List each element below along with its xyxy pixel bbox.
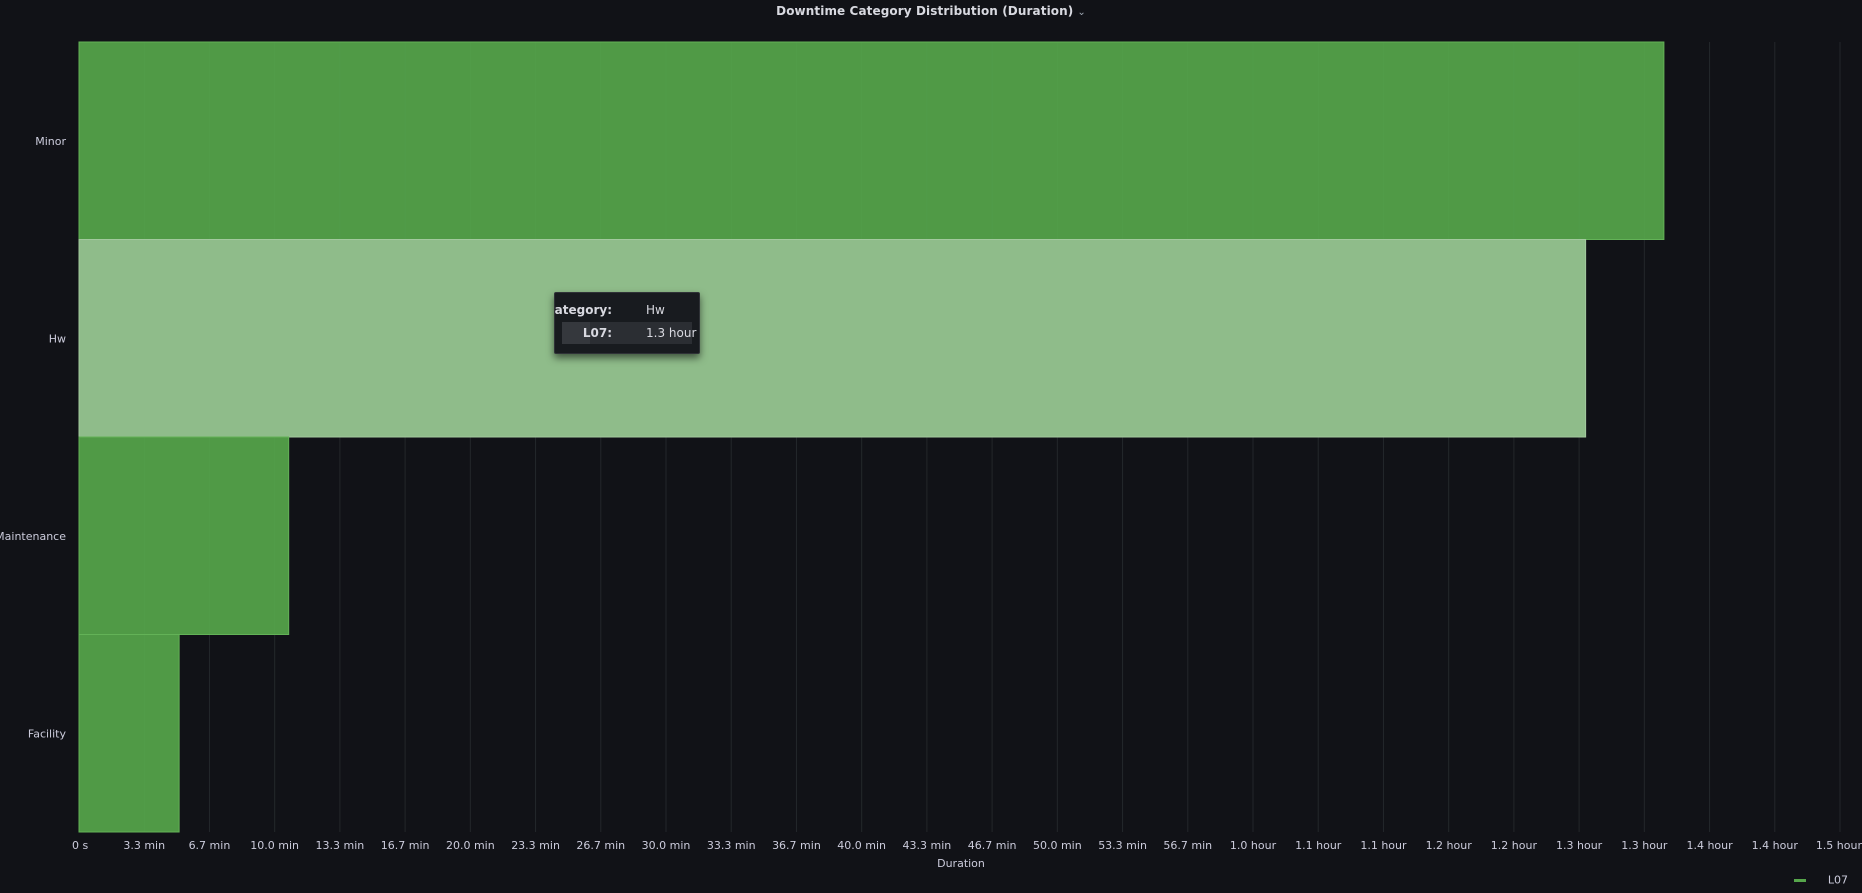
x-tick-label: 16.7 min <box>381 839 430 852</box>
x-tick-label: 3.3 min <box>123 839 165 852</box>
x-tick-label: 13.3 min <box>316 839 365 852</box>
tooltip-category-key: Category: <box>554 303 612 317</box>
legend-label-l07[interactable]: L07 <box>1827 873 1848 887</box>
x-tick-label: 53.3 min <box>1098 839 1147 852</box>
tooltip-category-value: Hw <box>646 303 665 317</box>
x-tick-label: 1.4 hour <box>1752 839 1799 852</box>
y-category-label: Maintenance <box>0 530 66 543</box>
bar-maintenance[interactable] <box>78 436 290 635</box>
y-category-label: Hw <box>49 332 66 345</box>
tooltip: Category: Hw L07: 1.3 hour <box>554 292 700 354</box>
x-tick-label: 20.0 min <box>446 839 495 852</box>
x-tick-label: 10.0 min <box>250 839 299 852</box>
x-tick-label: 1.2 hour <box>1426 839 1473 852</box>
x-tick-label: 36.7 min <box>772 839 821 852</box>
x-tick-label: 30.0 min <box>642 839 691 852</box>
x-tick-label: 56.7 min <box>1163 839 1212 852</box>
x-tick-label: 23.3 min <box>511 839 560 852</box>
tooltip-series-key: L07: <box>582 326 612 340</box>
x-tick-label: 50.0 min <box>1033 839 1082 852</box>
tooltip-category-row: Category: Hw <box>555 299 692 321</box>
x-tick-label: 1.1 hour <box>1360 839 1407 852</box>
y-category-label: Facility <box>28 727 67 740</box>
x-tick-label: 1.2 hour <box>1491 839 1538 852</box>
x-tick-label: 33.3 min <box>707 839 756 852</box>
x-tick-label: 1.4 hour <box>1686 839 1733 852</box>
x-tick-label: 6.7 min <box>189 839 231 852</box>
legend[interactable]: L07 <box>1793 873 1848 889</box>
x-tick-label: 1.3 hour <box>1556 839 1603 852</box>
x-axis-label: Duration <box>937 857 985 870</box>
x-tick-label: 1.5 hour <box>1816 839 1862 852</box>
panel-title[interactable]: Downtime Category Distribution (Duration… <box>0 4 1862 18</box>
x-tick-label: 26.7 min <box>576 839 625 852</box>
chevron-down-icon[interactable]: ⌄ <box>1077 7 1086 18</box>
bar-minor[interactable] <box>78 41 1665 240</box>
bars <box>78 41 1665 833</box>
bar-hw[interactable] <box>78 239 1587 438</box>
x-tick-label: 1.0 hour <box>1230 839 1277 852</box>
x-tick-label: 1.3 hour <box>1621 839 1668 852</box>
tooltip-series-row: L07: 1.3 hour <box>562 322 696 344</box>
x-tick-label: 40.0 min <box>837 839 886 852</box>
x-tick-label: 1.1 hour <box>1295 839 1342 852</box>
tooltip-series-swatch <box>562 322 590 344</box>
legend-swatch-l07[interactable] <box>1793 878 1806 882</box>
x-tick-label: 46.7 min <box>968 839 1017 852</box>
y-category-label: Minor <box>35 135 66 148</box>
panel-title-text[interactable]: Downtime Category Distribution (Duration… <box>776 4 1074 18</box>
x-tick-label: 43.3 min <box>903 839 952 852</box>
y-axis-labels: Minor Hw Maintenance Facility <box>0 135 66 741</box>
tooltip-series-value: 1.3 hour <box>646 326 697 340</box>
x-tick-label: 0 s <box>72 839 88 852</box>
x-axis-tick-labels: 0 s 3.3 min 6.7 min 10.0 min 13.3 min 16.7 mi… <box>72 839 1862 852</box>
bar-facility[interactable] <box>78 634 180 833</box>
